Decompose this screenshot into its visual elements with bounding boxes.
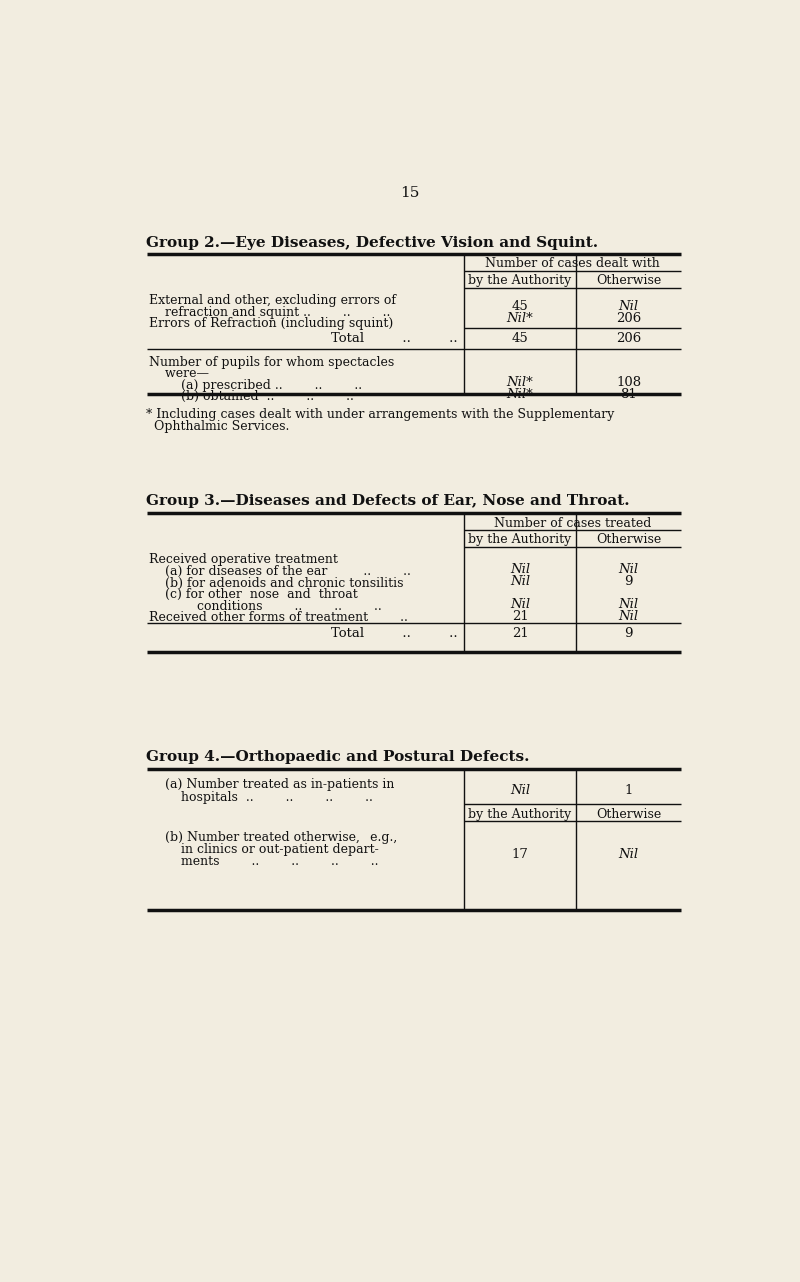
Text: (c) for other  nose  and  throat: (c) for other nose and throat xyxy=(149,588,358,601)
Text: 45: 45 xyxy=(512,332,529,345)
Text: conditions        ..        ..        ..: conditions .. .. .. xyxy=(149,600,382,613)
Text: Nil*: Nil* xyxy=(506,312,534,324)
Text: by the Authority: by the Authority xyxy=(469,274,572,287)
Text: Nil: Nil xyxy=(510,599,530,612)
Text: 206: 206 xyxy=(616,332,641,345)
Text: (a) Number treated as in-patients in: (a) Number treated as in-patients in xyxy=(149,778,394,791)
Text: hospitals  ..        ..        ..        ..: hospitals .. .. .. .. xyxy=(149,791,373,804)
Text: Errors of Refraction (including squint): Errors of Refraction (including squint) xyxy=(149,317,393,329)
Text: 81: 81 xyxy=(620,388,637,401)
Text: 1: 1 xyxy=(624,785,633,797)
Text: Total         ..         ..: Total .. .. xyxy=(331,332,458,345)
Text: 17: 17 xyxy=(512,847,529,860)
Text: 9: 9 xyxy=(624,627,633,641)
Text: * Including cases dealt with under arrangements with the Supplementary: * Including cases dealt with under arran… xyxy=(146,408,615,420)
Text: External and other, excluding errors of: External and other, excluding errors of xyxy=(149,294,396,306)
Text: Otherwise: Otherwise xyxy=(596,274,661,287)
Text: 21: 21 xyxy=(512,610,529,623)
Text: 108: 108 xyxy=(616,377,641,390)
Text: in clinics or out-patient depart-: in clinics or out-patient depart- xyxy=(149,844,378,856)
Text: (a) prescribed ..        ..        ..: (a) prescribed .. .. .. xyxy=(149,378,362,392)
Text: 45: 45 xyxy=(512,300,529,313)
Text: 21: 21 xyxy=(512,627,529,641)
Text: Nil: Nil xyxy=(510,576,530,588)
Text: Nil: Nil xyxy=(510,564,530,577)
Text: 9: 9 xyxy=(624,576,633,588)
Text: (a) for diseases of the ear         ..        ..: (a) for diseases of the ear .. .. xyxy=(149,565,410,578)
Text: (b) obtained  ..        ..        ..: (b) obtained .. .. .. xyxy=(149,390,354,404)
Text: 206: 206 xyxy=(616,312,641,324)
Text: refraction and squint ..        ..        ..: refraction and squint .. .. .. xyxy=(149,305,390,318)
Text: Otherwise: Otherwise xyxy=(596,533,661,546)
Text: Ophthalmic Services.: Ophthalmic Services. xyxy=(146,420,290,433)
Text: (b) Number treated otherwise,  e.g.,: (b) Number treated otherwise, e.g., xyxy=(149,831,397,844)
Text: 15: 15 xyxy=(400,186,420,200)
Text: were—: were— xyxy=(149,367,209,381)
Text: Otherwise: Otherwise xyxy=(596,809,661,822)
Text: Nil: Nil xyxy=(510,785,530,797)
Text: Received other forms of treatment        ..: Received other forms of treatment .. xyxy=(149,612,408,624)
Text: Nil: Nil xyxy=(618,610,638,623)
Text: Nil: Nil xyxy=(618,847,638,860)
Text: Nil*: Nil* xyxy=(506,377,534,390)
Text: by the Authority: by the Authority xyxy=(469,809,572,822)
Text: (b) for adenoids and chronic tonsilitis: (b) for adenoids and chronic tonsilitis xyxy=(149,577,403,590)
Text: ments        ..        ..        ..        ..: ments .. .. .. .. xyxy=(149,855,378,868)
Text: Group 2.—Eye Diseases, Defective Vision and Squint.: Group 2.—Eye Diseases, Defective Vision … xyxy=(146,236,598,250)
Text: Number of cases treated: Number of cases treated xyxy=(494,517,651,529)
Text: Total         ..         ..: Total .. .. xyxy=(331,627,458,641)
Text: Nil: Nil xyxy=(618,564,638,577)
Text: Received operative treatment: Received operative treatment xyxy=(149,554,338,567)
Text: Number of cases dealt with: Number of cases dealt with xyxy=(486,256,660,271)
Text: Nil: Nil xyxy=(618,300,638,313)
Text: Nil*: Nil* xyxy=(506,388,534,401)
Text: Group 3.—Diseases and Defects of Ear, Nose and Throat.: Group 3.—Diseases and Defects of Ear, No… xyxy=(146,494,630,508)
Text: Group 4.—Orthopaedic and Postural Defects.: Group 4.—Orthopaedic and Postural Defect… xyxy=(146,750,530,764)
Text: by the Authority: by the Authority xyxy=(469,533,572,546)
Text: Nil: Nil xyxy=(618,599,638,612)
Text: Number of pupils for whom spectacles: Number of pupils for whom spectacles xyxy=(149,355,394,369)
